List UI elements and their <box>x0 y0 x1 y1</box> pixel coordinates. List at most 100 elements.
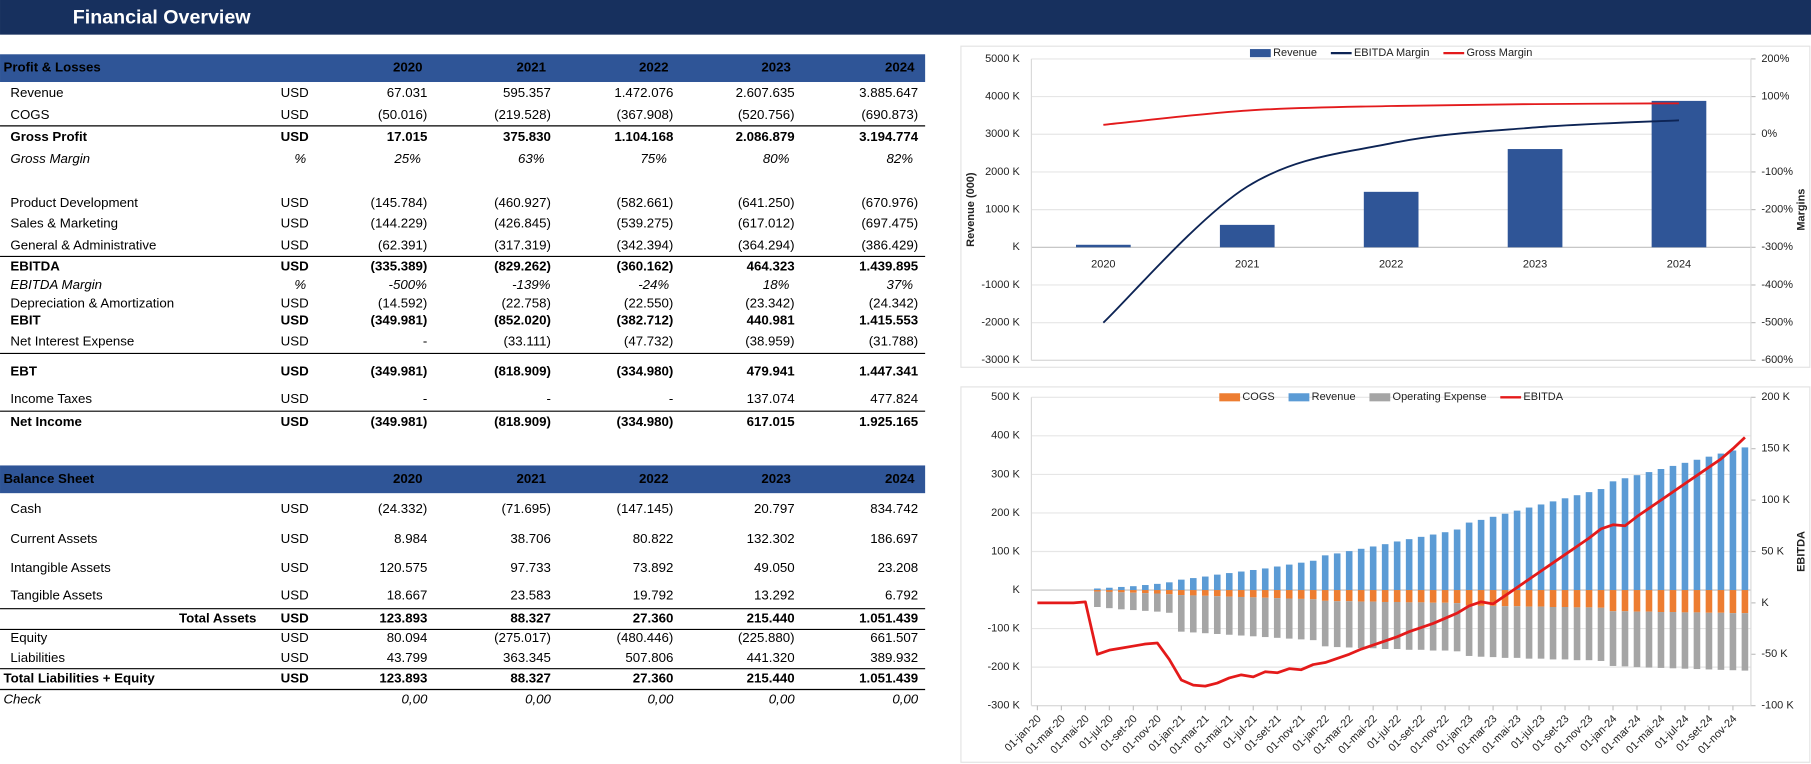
y-tick-label: 2000 K <box>985 166 1020 178</box>
cell-value: -24% <box>638 277 669 292</box>
bar <box>1154 593 1161 612</box>
bar <box>1297 598 1305 640</box>
bar <box>1321 600 1329 647</box>
bar <box>1525 507 1533 591</box>
y-tick-label: 4000 K <box>985 90 1020 102</box>
row-label: Net Interest Expense <box>10 333 134 348</box>
table-title: Balance Sheet <box>3 471 94 486</box>
cell-value: 63% <box>518 151 545 166</box>
column-header: 2020 <box>393 60 423 75</box>
legend-label: Gross Margin <box>1467 47 1533 59</box>
row-unit: USD <box>281 85 309 100</box>
bar <box>1309 590 1317 600</box>
y-tick-label: 300 K <box>991 468 1020 480</box>
bar <box>1681 590 1689 613</box>
x-tick-label: 2022 <box>1379 259 1403 271</box>
bar <box>1249 590 1257 598</box>
legend-swatch <box>1249 49 1271 58</box>
title-bar <box>0 0 1811 35</box>
row-unit: USD <box>281 333 309 348</box>
cell-value: 1.051.439 <box>859 671 918 686</box>
cell-value: 661.507 <box>870 630 918 645</box>
row-label: EBITDA Margin <box>10 277 102 292</box>
cell-value: 477.824 <box>870 391 918 406</box>
cell-value: 1.447.341 <box>859 363 919 378</box>
bar <box>1333 601 1341 648</box>
bar <box>1273 590 1281 599</box>
cell-value: -500% <box>389 277 428 292</box>
cell-value: 441.320 <box>747 650 795 665</box>
cell-value: (47.732) <box>624 333 673 348</box>
column-header: 2021 <box>517 60 547 75</box>
cell-value: 464.323 <box>747 258 795 273</box>
bar <box>1106 591 1113 609</box>
cell-value: (382.712) <box>617 313 674 328</box>
cell-value: - <box>423 391 427 406</box>
bar <box>1537 606 1545 659</box>
legend-label: Revenue <box>1273 47 1317 59</box>
bar <box>1573 590 1581 608</box>
bar <box>1657 612 1665 668</box>
bar <box>1507 149 1563 248</box>
y2-tick-label: K <box>1761 597 1769 609</box>
bar <box>1249 597 1257 637</box>
cell-value: 23.583 <box>510 587 551 602</box>
bar <box>1645 590 1653 612</box>
cell-value: (460.927) <box>494 195 551 210</box>
cell-value: (520.756) <box>738 107 795 122</box>
cell-value: 23.208 <box>878 560 919 575</box>
cell-value: 132.302 <box>747 531 795 546</box>
bar <box>1609 590 1617 612</box>
bar <box>1477 605 1485 657</box>
cell-value: (14.592) <box>378 295 427 310</box>
bar <box>1597 607 1605 661</box>
y2-tick-label: -300% <box>1761 241 1793 253</box>
cell-value: 17.015 <box>387 129 428 144</box>
bar <box>1405 539 1413 591</box>
cell-value: 82% <box>886 151 913 166</box>
cell-value: 80% <box>763 151 790 166</box>
y2-tick-label: -100 K <box>1761 700 1794 712</box>
cell-value: (31.788) <box>869 333 918 348</box>
cell-value: (641.250) <box>738 195 795 210</box>
cell-value: 8.984 <box>394 531 427 546</box>
cell-value: 25% <box>393 151 421 166</box>
bar <box>1321 590 1329 601</box>
bar <box>1513 606 1521 658</box>
bar <box>1633 611 1641 668</box>
row-unit: USD <box>281 587 309 602</box>
row-unit: USD <box>281 195 309 210</box>
bar <box>1309 599 1317 641</box>
bar <box>1333 553 1341 591</box>
bar <box>1213 590 1221 597</box>
bar <box>1705 612 1713 670</box>
cell-value: (317.319) <box>494 238 551 253</box>
bar <box>1381 544 1389 591</box>
bar <box>1621 478 1629 591</box>
line-series <box>1103 102 1679 126</box>
bar <box>1225 573 1233 591</box>
cell-value: 834.742 <box>870 501 918 516</box>
row-unit: USD <box>281 258 309 273</box>
y-tick-label: -100 K <box>988 622 1021 634</box>
bar <box>1363 191 1419 248</box>
legend-label: COGS <box>1242 391 1274 403</box>
y-tick-label: K <box>1013 241 1021 253</box>
cell-value: 80.822 <box>633 531 674 546</box>
bar <box>1561 498 1569 591</box>
cell-value: 0,00 <box>892 691 918 706</box>
bar <box>1537 504 1545 591</box>
y2-tick-label: 200% <box>1761 53 1789 65</box>
bar <box>1118 590 1125 593</box>
column-header: 2022 <box>639 471 669 486</box>
bar <box>1219 224 1275 248</box>
bar <box>1489 516 1497 591</box>
bar <box>1369 601 1377 649</box>
cell-value: 595.357 <box>503 85 551 100</box>
row-label: Product Development <box>10 195 138 210</box>
bar <box>1417 590 1425 603</box>
y2-tick-label: -100% <box>1761 166 1793 178</box>
cell-value: (582.661) <box>617 195 674 210</box>
y-tick-label: 100 K <box>991 545 1020 557</box>
bar <box>1213 596 1221 634</box>
